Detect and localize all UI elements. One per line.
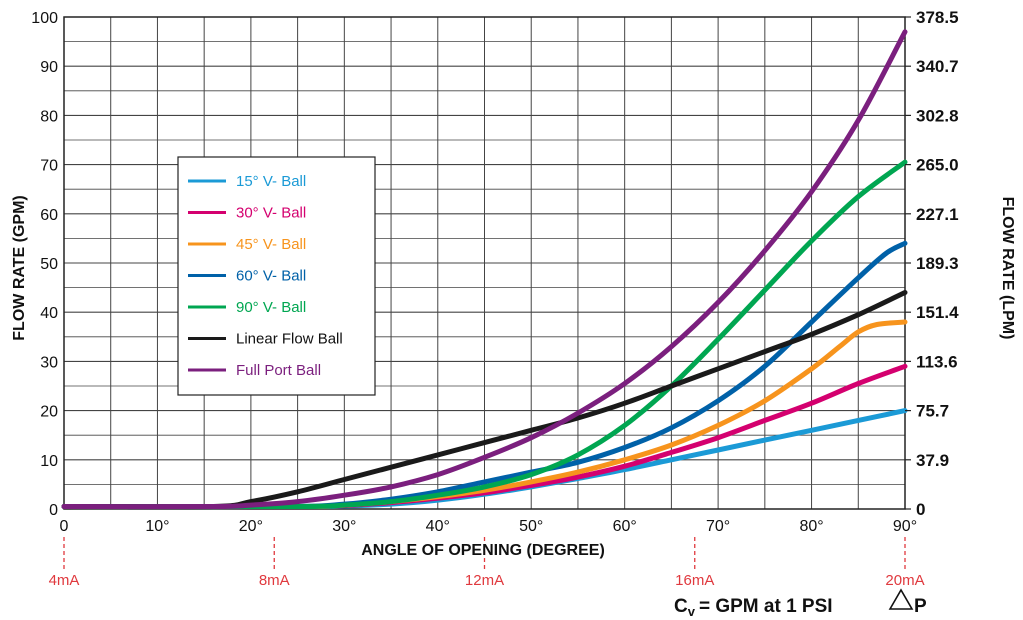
current-marker-label: 12mA <box>465 572 504 589</box>
y-tick-label: 80 <box>40 108 58 125</box>
y2-tick-label: 0 <box>916 500 925 519</box>
series-line-4 <box>61 159 908 510</box>
axes: 0 10 20 30 40 50 60 70 80 90 100 0 37.9 75.7 113.6 151.… <box>31 8 959 535</box>
svg-text:Cv= GPM at 1 PSI: Cv = GPM at 1 PSI <box>674 596 833 619</box>
current-markers: 4mA 8mA 12mA 16mA 20mA <box>49 537 925 589</box>
x-tick-label: 70° <box>706 518 730 535</box>
legend-label: Full Port Ball <box>236 362 321 379</box>
current-marker-label: 4mA <box>49 572 80 589</box>
y2-tick-label: 151.4 <box>916 303 959 322</box>
legend: 15° V- Ball 30° V- Ball 45° V- Ball 60° V- … <box>177 156 376 396</box>
legend-label: 90° V- Ball <box>236 299 306 316</box>
legend-label: 30° V- Ball <box>236 205 306 222</box>
y2-tick-label: 227.1 <box>916 205 959 224</box>
y-tick-label: 70 <box>40 158 58 175</box>
y2-tick-label: 113.6 <box>916 352 958 371</box>
cv-text: = GPM at 1 PSI <box>699 596 833 617</box>
y-tick-label: 90 <box>40 59 58 76</box>
y2-axis-label: FLOW RATE (LPM) <box>999 197 1016 340</box>
x-tick-label: 50° <box>519 518 543 535</box>
legend-label: 45° V- Ball <box>236 236 306 253</box>
x-tick-label: 90° <box>893 518 917 535</box>
y2-tick-label: 75.7 <box>916 402 949 421</box>
y-tick-label: 20 <box>40 404 58 421</box>
x-tick-label: 80° <box>799 518 823 535</box>
y-tick-label: 60 <box>40 207 58 224</box>
series-line-5 <box>61 290 908 510</box>
legend-label: 15° V- Ball <box>236 173 306 190</box>
cv-annotation: Cv = GPM at 1 PSI P <box>674 588 927 619</box>
y2-tick-label: 378.5 <box>916 8 959 27</box>
x-tick-label: 40° <box>426 518 450 535</box>
y-tick-label: 100 <box>31 10 58 27</box>
x-tick-label: 60° <box>613 518 637 535</box>
y-tick-label: 0 <box>49 502 58 519</box>
delta-p-text: P <box>914 596 927 617</box>
delta-triangle-icon <box>888 588 914 610</box>
current-marker-label: 16mA <box>675 572 714 589</box>
x-axis-label: ANGLE OF OPENING (DEGREE) <box>361 542 605 559</box>
x-tick-label: 10° <box>145 518 169 535</box>
current-marker-label: 20mA <box>885 572 924 589</box>
y2-tick-label: 189.3 <box>916 254 959 273</box>
x-tick-label: 30° <box>332 518 356 535</box>
cv-symbol: C <box>674 596 688 617</box>
y-tick-label: 10 <box>40 453 58 470</box>
current-marker-label: 8mA <box>259 572 290 589</box>
y2-tick-label: 340.7 <box>916 57 959 76</box>
y2-tick-label: 265.0 <box>916 156 959 175</box>
y-tick-label: 50 <box>40 256 58 273</box>
legend-label: Linear Flow Ball <box>236 331 343 348</box>
y2-tick-label: 37.9 <box>916 451 949 470</box>
series-line-6 <box>61 29 908 510</box>
x-tick-label: 0 <box>60 518 69 535</box>
y-tick-label: 30 <box>40 354 58 371</box>
y-tick-label: 40 <box>40 305 58 322</box>
cv-subscript: v <box>688 604 696 619</box>
series-lines <box>61 29 908 510</box>
y-axis-label: FLOW RATE (GPM) <box>11 195 28 340</box>
legend-label: 60° V- Ball <box>236 268 306 285</box>
x-tick-label: 20° <box>239 518 263 535</box>
y2-tick-label: 302.8 <box>916 106 959 125</box>
